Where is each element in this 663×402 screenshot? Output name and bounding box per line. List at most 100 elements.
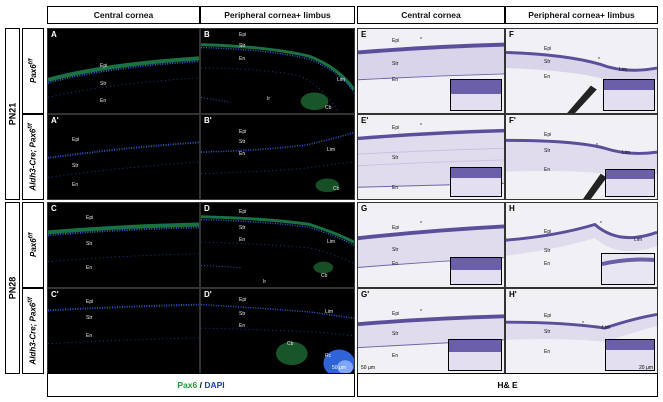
- genotype-row-1: Pax6f/f: [22, 28, 44, 114]
- label-endothelium: En: [392, 77, 399, 83]
- label-endothelium: En: [72, 182, 79, 188]
- peripheral-cornea-fluorescence: [201, 43, 354, 113]
- label-endothelium: En: [544, 261, 551, 267]
- asterisk-mark: *: [598, 57, 600, 63]
- panel-label: D': [204, 290, 212, 299]
- label-ciliary-body: Cb: [325, 105, 332, 111]
- asterisk-mark: *: [582, 321, 584, 327]
- label-stroma: Str: [86, 315, 93, 321]
- label-stroma: Str: [239, 43, 246, 49]
- label-epithelium: Epi: [239, 32, 247, 38]
- stain-legend-he: H& E: [357, 373, 658, 397]
- genotype-label: Pax6f/f: [28, 232, 38, 258]
- panel-c: C Epi Str En: [47, 202, 200, 288]
- stain-legend-fluorescence: Pax6 / DAPI: [47, 373, 355, 397]
- asterisk-mark: *: [600, 221, 602, 227]
- panel-h-prime: H' Epi * Str Lim En 20 µm: [505, 288, 658, 374]
- panel-label: B: [204, 30, 210, 39]
- column-header-fluorescence-central: Central cornea: [47, 6, 200, 24]
- scale-bar: 20 µm: [639, 365, 653, 371]
- label-stroma: Str: [239, 311, 246, 317]
- label-stroma: Str: [544, 148, 551, 154]
- genotype-label: Pax6f/f: [28, 58, 38, 84]
- panel-e: E Epi * Str En: [357, 28, 505, 114]
- label-epithelium: Epi: [392, 311, 400, 317]
- panel-a-prime: A' Epi Str En: [47, 114, 200, 200]
- label-ciliary-body: Cb: [321, 273, 328, 279]
- label-stroma: Str: [392, 247, 399, 253]
- panel-label: G: [361, 204, 368, 213]
- label-stroma: Str: [392, 61, 399, 67]
- peripheral-cornea-he: [506, 222, 657, 256]
- panel-label: A: [51, 30, 57, 39]
- panel-label: D: [204, 204, 210, 213]
- label-stroma: Str: [392, 331, 399, 337]
- label-endothelium: En: [392, 261, 399, 267]
- label-stroma: Str: [100, 81, 107, 87]
- panel-label: F': [509, 116, 516, 125]
- column-header-he-central: Central cornea: [357, 6, 505, 24]
- panel-label: H': [509, 290, 517, 299]
- label-epithelium: Epi: [86, 299, 94, 305]
- panel-label: C: [51, 204, 57, 213]
- label-epithelium: Epi: [100, 63, 108, 69]
- inset-magnified: [450, 79, 502, 111]
- label-limbus: Lim: [325, 309, 334, 315]
- central-cornea-fluorescence: [48, 141, 199, 178]
- label-limbus: Lim: [634, 237, 643, 243]
- panel-a: A Epi Str En: [47, 28, 200, 114]
- row-group-pn21: PN21: [5, 28, 20, 200]
- stain-separator: /: [197, 380, 205, 390]
- panel-label: G': [361, 290, 370, 299]
- label-iris: Ir: [263, 279, 267, 285]
- panel-label: B': [204, 116, 212, 125]
- label-stroma: Str: [544, 59, 551, 65]
- label-epithelium: Epi: [392, 125, 400, 131]
- label-endothelium: En: [239, 56, 246, 62]
- panel-d-prime: D' Epi Str En Lim Cb Rc 50 µm: [200, 288, 355, 374]
- inset-magnified: [605, 339, 655, 371]
- label-stroma: Str: [544, 329, 551, 335]
- panel-g: G Epi * Str En: [357, 202, 505, 288]
- label-epithelium: Epi: [544, 46, 552, 52]
- label-limbus: Lim: [327, 239, 336, 245]
- label-stroma: Str: [86, 241, 93, 247]
- panel-label: E': [361, 116, 369, 125]
- label-endothelium: En: [544, 349, 551, 355]
- genotype-row-3: Pax6f/f: [22, 202, 44, 288]
- label-stroma: Str: [239, 225, 246, 231]
- peripheral-cornea-he: [506, 312, 657, 342]
- label-limbus: Lim: [622, 150, 631, 156]
- label-limbus: Lim: [327, 147, 336, 153]
- panel-f-prime: F' Epi * Str Lim En: [505, 114, 658, 200]
- panel-e-prime: E' Epi * Str En: [357, 114, 505, 200]
- panel-h: H Epi * Str Lim En: [505, 202, 658, 288]
- panel-b: B Epi Str En Lim Cb Ir: [200, 28, 355, 114]
- genotype-label: Aldh3-Cre; Pax6f/f: [28, 123, 38, 191]
- peripheral-cornea-fluorescence: [201, 215, 354, 274]
- central-cornea-he: [358, 42, 504, 81]
- label-epithelium: Epi: [544, 313, 552, 319]
- stain-pax6: Pax6: [177, 380, 198, 390]
- inset-magnified: [603, 79, 655, 111]
- label-epithelium: Epi: [86, 215, 94, 221]
- inset-magnified: [448, 339, 502, 371]
- panel-f: F Epi * Str Lim En: [505, 28, 658, 114]
- label-iris: Ir: [267, 96, 271, 102]
- label-epithelium: Epi: [239, 297, 247, 303]
- column-header-fluorescence-peripheral: Peripheral cornea+ limbus: [200, 6, 355, 24]
- genotype-label: Aldh3-Cre; Pax6f/f: [28, 297, 38, 365]
- panel-b-prime: B' Epi Str En Lim Cb: [200, 114, 355, 200]
- asterisk-mark: *: [420, 37, 422, 43]
- label-endothelium: En: [392, 185, 399, 191]
- label-epithelium: Epi: [544, 229, 552, 235]
- panel-label: F: [509, 30, 514, 39]
- stain-dapi: DAPI: [204, 380, 225, 390]
- label-endothelium: En: [86, 265, 93, 271]
- panel-label: H: [509, 204, 515, 213]
- asterisk-mark: *: [596, 143, 598, 149]
- panel-label: C': [51, 290, 59, 299]
- label-stroma: Str: [544, 248, 551, 254]
- peripheral-cornea-fluorescence: [201, 303, 354, 373]
- scale-bar: 50 µm: [361, 365, 375, 371]
